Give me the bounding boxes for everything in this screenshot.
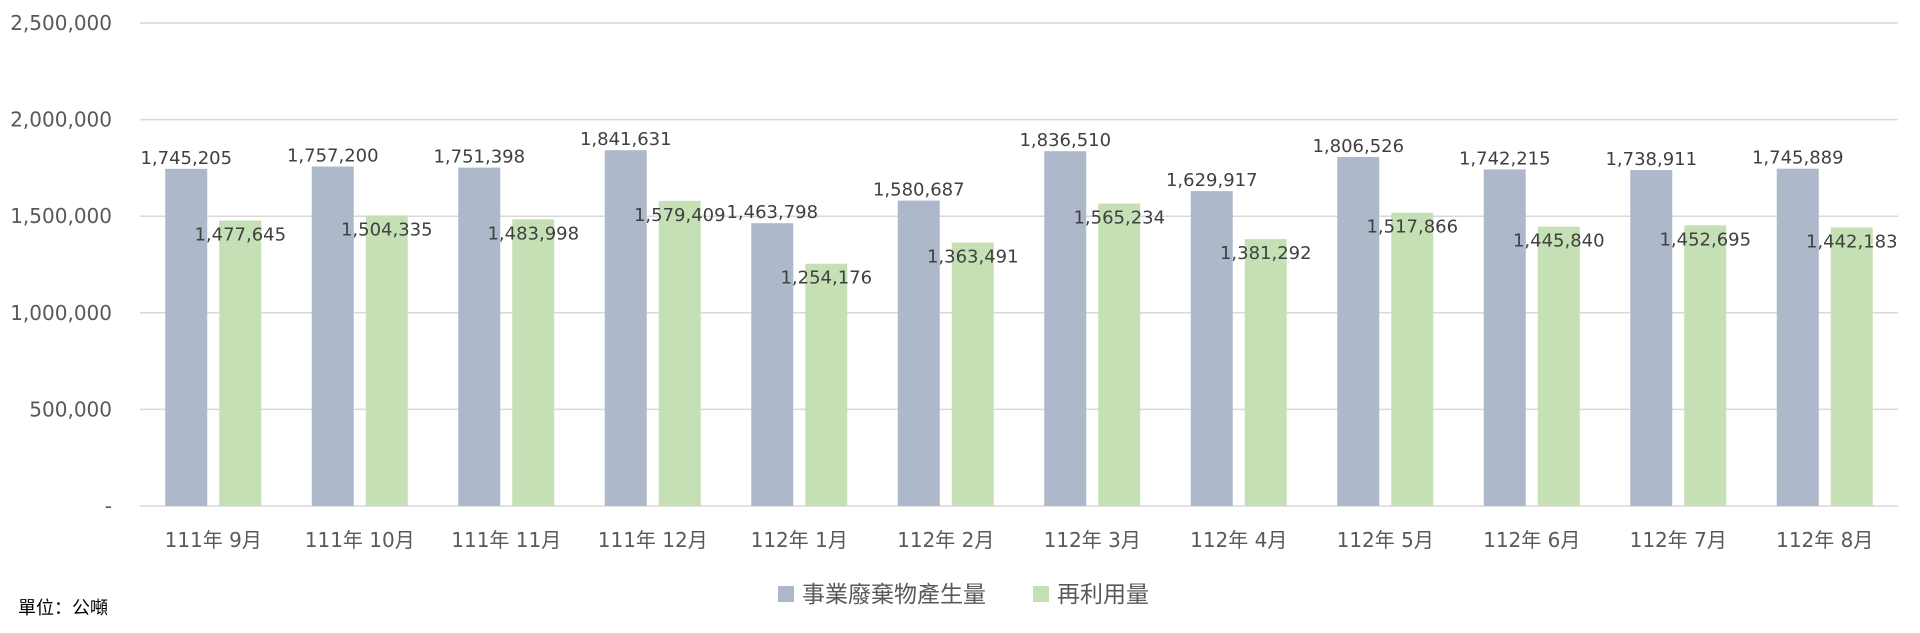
y-tick-label: 2,500,000 bbox=[10, 11, 112, 35]
y-tick-label: 500,000 bbox=[29, 397, 112, 421]
x-category-label: 111年 10月 bbox=[305, 528, 415, 552]
data-label-generated: 1,757,200 bbox=[287, 146, 379, 167]
bar-generated bbox=[751, 223, 794, 507]
y-axis-tick-labels: - 500,000 1,000,000 1,500,000 2,000,000 2,500… bbox=[10, 11, 112, 518]
x-category-label: 111年 11月 bbox=[451, 528, 561, 552]
bar-generated bbox=[1044, 151, 1087, 506]
data-label-generated: 1,580,687 bbox=[873, 180, 965, 201]
data-label-generated: 1,745,205 bbox=[140, 148, 232, 169]
legend: 事業廢棄物產生量 再利用量 bbox=[778, 582, 1149, 608]
y-tick-label: 1,000,000 bbox=[10, 301, 112, 325]
x-axis-category-labels: 111年 9月 111年 10月 111年 11月 111年 12月 112年 1月 11… bbox=[165, 528, 1874, 552]
data-label-generated: 1,751,398 bbox=[433, 147, 525, 168]
data-label-reused: 1,517,866 bbox=[1366, 217, 1458, 238]
x-category-label: 112年 7月 bbox=[1630, 528, 1727, 552]
data-label-reused: 1,442,183 bbox=[1806, 231, 1898, 252]
x-category-label: 111年 9月 bbox=[165, 528, 262, 552]
y-tick-label: 1,500,000 bbox=[10, 204, 112, 228]
bar-generated bbox=[458, 167, 501, 506]
data-label-reused: 1,363,491 bbox=[927, 247, 1019, 268]
data-label-reused: 1,565,234 bbox=[1073, 208, 1165, 229]
data-label-generated: 1,745,889 bbox=[1752, 148, 1844, 169]
data-label-generated: 1,738,911 bbox=[1605, 149, 1697, 170]
bar-generated bbox=[1483, 169, 1526, 507]
bar-generated bbox=[1630, 170, 1673, 506]
bar-generated bbox=[1776, 168, 1819, 506]
legend-label-generated: 事業廢棄物產生量 bbox=[802, 582, 986, 608]
bar-reused bbox=[1391, 212, 1434, 506]
bar-generated bbox=[897, 200, 940, 506]
bar-reused bbox=[951, 242, 994, 506]
legend-swatch-generated bbox=[778, 586, 794, 602]
bar-reused bbox=[1684, 225, 1727, 506]
data-label-reused: 1,452,695 bbox=[1659, 229, 1751, 250]
bar-reused bbox=[365, 215, 408, 506]
x-category-label: 112年 3月 bbox=[1044, 528, 1141, 552]
x-category-label: 112年 2月 bbox=[897, 528, 994, 552]
bar-generated bbox=[1190, 191, 1233, 506]
y-tick-label: - bbox=[105, 494, 112, 518]
bar-generated bbox=[604, 150, 647, 506]
legend-swatch-reused bbox=[1033, 586, 1049, 602]
bar-reused bbox=[1244, 239, 1287, 506]
y-tick-label: 2,000,000 bbox=[10, 108, 112, 132]
data-label-reused: 1,483,998 bbox=[487, 223, 579, 244]
x-category-label: 112年 6月 bbox=[1483, 528, 1580, 552]
gridlines bbox=[140, 22, 1898, 507]
x-category-label: 111年 12月 bbox=[598, 528, 708, 552]
data-label-generated: 1,836,510 bbox=[1019, 130, 1111, 151]
x-category-label: 112年 5月 bbox=[1337, 528, 1434, 552]
unit-note: 單位：公噸 bbox=[18, 598, 108, 619]
bar-generated bbox=[1337, 156, 1380, 506]
bar-generated bbox=[165, 168, 208, 506]
x-category-label: 112年 1月 bbox=[751, 528, 848, 552]
bar-generated bbox=[311, 166, 354, 506]
data-label-reused: 1,579,409 bbox=[634, 205, 726, 226]
data-label-reused: 1,504,335 bbox=[341, 219, 433, 240]
data-label-reused: 1,477,645 bbox=[194, 225, 286, 246]
bar-reused bbox=[1537, 226, 1580, 507]
bar-reused bbox=[1830, 227, 1873, 506]
x-category-label: 112年 4月 bbox=[1190, 528, 1287, 552]
data-label-generated: 1,629,917 bbox=[1166, 170, 1258, 191]
legend-label-reused: 再利用量 bbox=[1057, 582, 1149, 608]
bar-reused bbox=[658, 200, 701, 506]
data-label-generated: 1,806,526 bbox=[1312, 136, 1404, 157]
bars bbox=[165, 150, 1873, 507]
bar-reused bbox=[512, 219, 555, 507]
bar-reused bbox=[805, 263, 848, 506]
data-label-reused: 1,254,176 bbox=[780, 268, 872, 289]
bar-reused bbox=[1098, 203, 1141, 506]
data-label-generated: 1,463,798 bbox=[726, 202, 818, 223]
data-label-generated: 1,742,215 bbox=[1459, 148, 1551, 169]
bar-reused bbox=[219, 220, 262, 506]
data-label-reused: 1,381,292 bbox=[1220, 243, 1312, 264]
data-labels: 1,745,205 1,477,645 1,757,200 1,504,335 1,75… bbox=[140, 129, 1897, 288]
x-category-label: 112年 8月 bbox=[1776, 528, 1873, 552]
data-label-generated: 1,841,631 bbox=[580, 129, 672, 150]
data-label-reused: 1,445,840 bbox=[1513, 231, 1605, 252]
